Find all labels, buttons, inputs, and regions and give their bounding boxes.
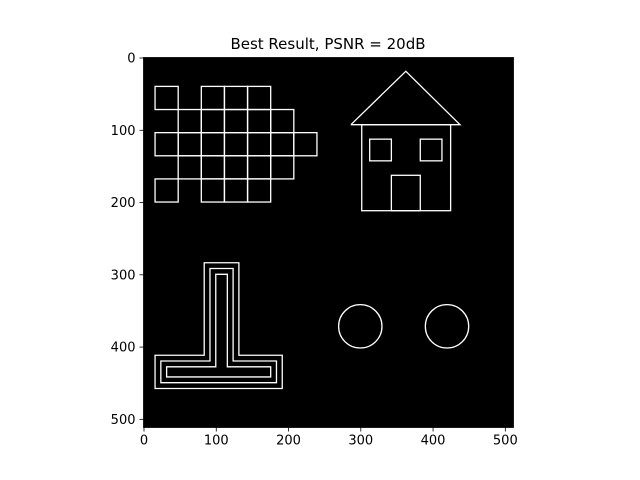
image-background: [143, 57, 514, 428]
grid-cell: [154, 85, 179, 111]
grid-cell: [270, 155, 295, 180]
y-tick-label: 0: [127, 52, 135, 67]
t-shape-outline: [165, 273, 272, 378]
image-content: [154, 70, 470, 390]
grid-cell: [154, 178, 179, 203]
x-axis: 0 100 200 300 400 500: [140, 427, 518, 449]
t-shape-outline: [154, 262, 283, 390]
house-window: [369, 138, 393, 162]
house-window: [419, 138, 443, 162]
y-tick-label: 400: [111, 341, 136, 356]
y-tick-label: 100: [111, 124, 136, 139]
y-tick-label: 300: [111, 268, 136, 283]
x-tick-label: 300: [348, 434, 373, 449]
x-tick-label: 400: [421, 434, 446, 449]
infinity-inner-ring: [424, 303, 470, 349]
grid-cell: [293, 132, 318, 157]
y-axis: 0 100 200 300 400 500: [111, 52, 144, 428]
y-tick-label: 200: [111, 196, 136, 211]
chart-title: Best Result, PSNR = 20dB: [230, 35, 425, 53]
x-tick-label: 0: [140, 434, 148, 449]
infinity-inner-ring: [337, 303, 383, 349]
plot-area: [143, 57, 514, 428]
x-tick-label: 200: [276, 434, 301, 449]
grid-cell: [246, 178, 272, 203]
x-tick-label: 100: [204, 434, 229, 449]
axes-frame: [143, 57, 514, 428]
t-shape-outline: [160, 267, 278, 384]
y-tick-label: 500: [111, 413, 136, 428]
house-door: [390, 174, 421, 212]
x-tick-label: 500: [493, 434, 518, 449]
